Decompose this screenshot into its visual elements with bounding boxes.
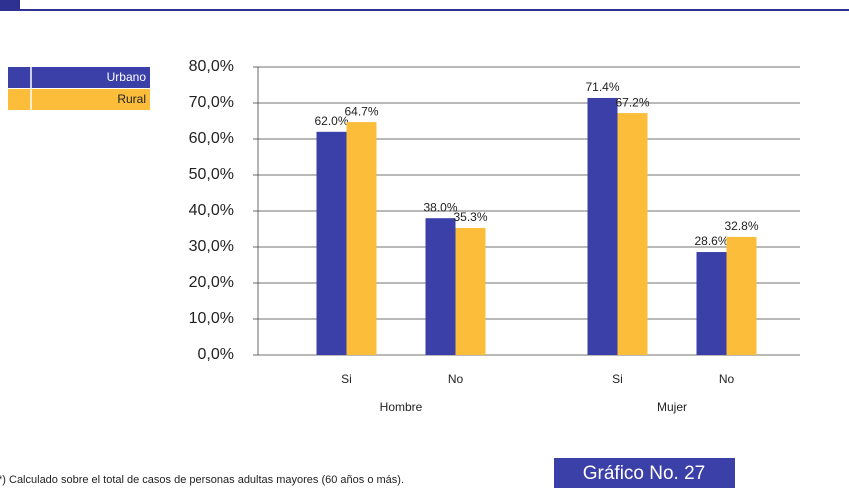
y-tick-label: 0,0% xyxy=(198,346,234,363)
bar xyxy=(617,113,648,355)
value-label: 38.0% xyxy=(423,200,457,214)
value-label: 32.8% xyxy=(724,219,758,233)
y-tick-label: 40,0% xyxy=(189,202,234,219)
value-label: 64.7% xyxy=(344,104,378,118)
footnote: *) Calculado sobre el total de casos de … xyxy=(0,474,404,486)
bar xyxy=(455,227,486,355)
y-tick-label: 30,0% xyxy=(189,238,234,255)
bar xyxy=(425,218,456,355)
y-tick-label: 20,0% xyxy=(189,274,234,291)
bar xyxy=(346,122,377,355)
badge: Gráfico No. 27 xyxy=(583,463,706,484)
value-label: 35.3% xyxy=(453,210,487,224)
legend-label: Rural xyxy=(117,92,146,106)
value-label: 62.0% xyxy=(314,114,348,128)
y-tick-label: 50,0% xyxy=(189,166,234,183)
value-label: 71.4% xyxy=(585,80,619,94)
bar xyxy=(587,97,618,356)
x-tick-label: Si xyxy=(341,372,352,386)
bar xyxy=(726,236,757,355)
badge-box xyxy=(554,458,735,488)
x-tick-label: No xyxy=(448,372,464,386)
y-tick-label: 70,0% xyxy=(189,94,234,111)
y-tick-label: 10,0% xyxy=(189,310,234,327)
group-label: Hombre xyxy=(380,400,423,414)
x-tick-label: No xyxy=(719,372,735,386)
value-label: 28.6% xyxy=(694,234,728,248)
legend-swatch xyxy=(8,67,150,88)
group-label: Mujer xyxy=(657,400,687,414)
legend-label: Urbano xyxy=(107,70,147,84)
bar xyxy=(696,252,727,355)
y-tick-label: 80,0% xyxy=(189,58,234,75)
header-block xyxy=(0,0,20,11)
x-tick-label: Si xyxy=(612,372,623,386)
value-label: 67.2% xyxy=(615,95,649,109)
legend-swatch xyxy=(8,89,150,110)
y-tick-label: 60,0% xyxy=(189,130,234,147)
bar xyxy=(316,131,347,355)
